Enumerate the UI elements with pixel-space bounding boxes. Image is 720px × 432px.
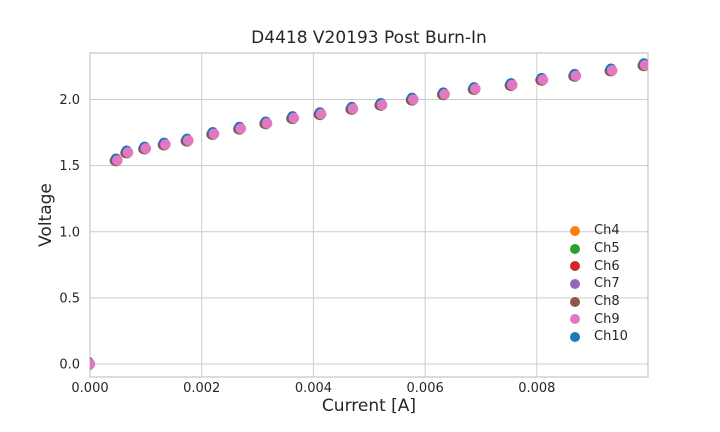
- scatter-points: [90, 58, 648, 371]
- legend-label: Ch9: [594, 311, 620, 327]
- legend-marker-icon: [570, 331, 580, 342]
- x-tick-label: 0.000: [71, 381, 108, 396]
- legend-marker-icon: [570, 296, 580, 307]
- data-point-ch9: [140, 143, 152, 154]
- legend-label: Ch6: [594, 258, 620, 274]
- data-point-ch9: [288, 112, 300, 124]
- x-tick-label: 0.002: [183, 381, 220, 396]
- axes-spines: [89, 52, 649, 378]
- data-point-ch9: [261, 118, 273, 129]
- x-tick-label: 0.008: [518, 381, 555, 396]
- data-point-ch9: [315, 108, 327, 120]
- y-tick-label: 1.5: [59, 159, 80, 174]
- data-point-ch9: [606, 65, 618, 76]
- x-tick-label: 0.006: [407, 381, 444, 396]
- legend-entry: Ch9: [566, 310, 628, 328]
- data-point-ch9: [639, 59, 648, 71]
- y-tick-label: 0.0: [59, 358, 80, 373]
- legend-label: Ch4: [594, 223, 620, 239]
- legend-marker-icon: [570, 314, 580, 325]
- y-tick-label: 0.5: [59, 291, 80, 306]
- legend-entry: Ch5: [566, 240, 628, 258]
- data-point-ch9: [439, 88, 450, 100]
- data-point-ch9: [506, 79, 518, 91]
- legend: Ch4 Ch5 Ch6 Ch7 Ch8 Ch9 Ch10: [566, 222, 628, 346]
- data-point-ch9: [470, 83, 481, 95]
- legend-entry: Ch4: [566, 222, 628, 240]
- data-point-ch9: [160, 139, 171, 150]
- data-point-ch9: [376, 99, 388, 111]
- legend-label: Ch7: [594, 276, 620, 292]
- legend-marker-icon: [570, 278, 580, 289]
- legend-entry: Ch7: [566, 275, 628, 293]
- x-tick-label: 0.004: [295, 381, 332, 396]
- legend-marker-icon: [570, 243, 580, 254]
- data-point-ch9: [183, 135, 194, 146]
- data-point-ch9: [90, 358, 96, 370]
- legend-entry: Ch10: [566, 328, 628, 346]
- y-axis-label: Voltage: [36, 183, 56, 247]
- data-point-ch9: [122, 147, 134, 158]
- legend-entry: Ch8: [566, 293, 628, 311]
- data-point-ch9: [408, 94, 419, 105]
- legend-marker-icon: [570, 261, 580, 272]
- y-tick-label: 1.0: [59, 225, 80, 240]
- data-point-ch9: [208, 128, 220, 140]
- y-tick-label: 2.0: [59, 93, 80, 108]
- x-axis-label: Current [A]: [321, 396, 417, 416]
- legend-marker-icon: [570, 225, 580, 236]
- legend-label: Ch10: [594, 329, 628, 345]
- data-point-ch9: [537, 74, 549, 86]
- legend-label: Ch8: [594, 294, 620, 310]
- data-point-ch9: [112, 155, 123, 166]
- legend-label: Ch5: [594, 241, 620, 257]
- legend-entry: Ch6: [566, 257, 628, 275]
- data-point-ch9: [570, 70, 582, 82]
- data-point-ch9: [235, 123, 247, 134]
- data-point-ch9: [347, 103, 359, 115]
- chart-title: D4418 V20193 Post Burn-In: [251, 28, 487, 48]
